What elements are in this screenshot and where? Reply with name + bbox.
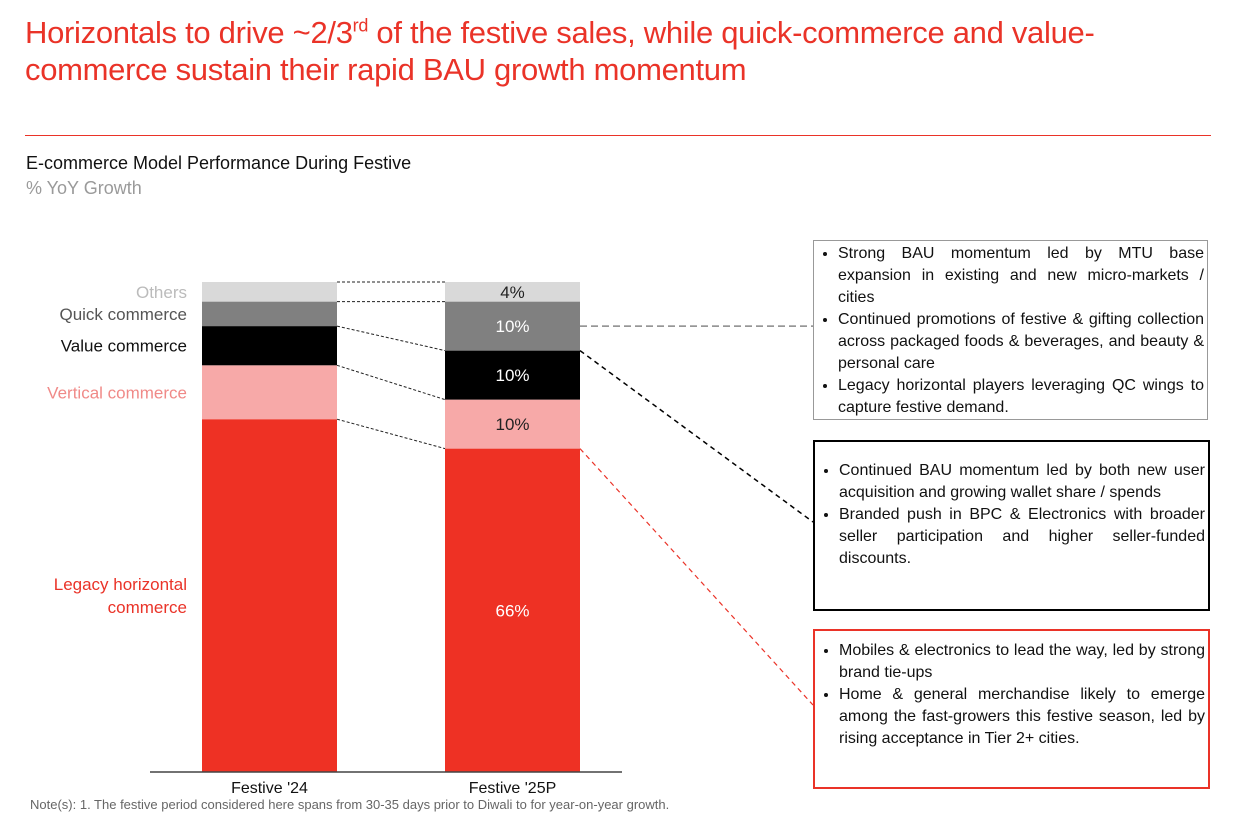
data-label: 66% (495, 601, 529, 620)
bar-segment (202, 326, 337, 366)
data-label: 10% (495, 415, 529, 434)
callout-quick-commerce: Strong BAU momentum led by MTU base expa… (813, 240, 1208, 420)
callout-legacy-horizontal: Mobiles & electronics to lead the way, l… (813, 629, 1210, 789)
title-part: Horizontals to drive ~2/3 (25, 15, 353, 50)
title-divider (25, 135, 1211, 136)
bar-segment (445, 350, 580, 400)
legend-label: Value commerce (61, 337, 187, 356)
bar-segment (202, 282, 337, 302)
callout-value-commerce: Continued BAU momentum led by both new u… (813, 440, 1210, 611)
callout-connector-value (579, 349, 814, 523)
callout-bullet: Branded push in BPC & Electronics with b… (839, 504, 1205, 570)
connector-line (336, 325, 446, 352)
bar-segment (445, 301, 580, 351)
bar-segment (202, 301, 337, 327)
legend-label: Vertical commerce (47, 383, 187, 402)
bar-segment (445, 448, 580, 772)
page-title: Horizontals to drive ~2/3rd of the festi… (25, 14, 1205, 88)
x-tick-label: Festive '24 (231, 780, 308, 797)
legend-label: Legacy horizontal commerce (54, 575, 187, 617)
callout-connector-legacy (579, 448, 814, 706)
callout-bullet: Continued promotions of festive & giftin… (838, 309, 1204, 375)
connector-line (336, 364, 446, 401)
callout-bullet: Continued BAU momentum led by both new u… (839, 460, 1205, 504)
connector-line (336, 418, 446, 450)
bar-segment (202, 365, 337, 420)
chart-unit-label: % YoY Growth (26, 178, 142, 198)
bar-segment (445, 282, 580, 302)
callout-bullet: Mobiles & electronics to lead the way, l… (839, 640, 1205, 684)
footnote: Note(s): 1. The festive period considere… (30, 797, 670, 812)
callout-bullet: Home & general merchandise likely to eme… (839, 684, 1205, 750)
chart-title: E-commerce Model Performance During Fest… (26, 153, 412, 173)
title-superscript: rd (352, 15, 369, 36)
data-label: 10% (495, 317, 529, 336)
legend-label: Others (136, 283, 187, 302)
data-label: 4% (500, 283, 525, 302)
data-label: 10% (495, 366, 529, 385)
bar-segment (202, 419, 337, 772)
x-tick-label: Festive '25P (469, 780, 557, 797)
callout-bullet: Legacy horizontal players leveraging QC … (838, 375, 1204, 419)
callout-bullet: Strong BAU momentum led by MTU base expa… (838, 243, 1204, 309)
title-part: of the festive sales, while quick-commer… (25, 15, 1095, 87)
bar-segment (445, 399, 580, 449)
legend-label: Quick commerce (59, 305, 187, 324)
